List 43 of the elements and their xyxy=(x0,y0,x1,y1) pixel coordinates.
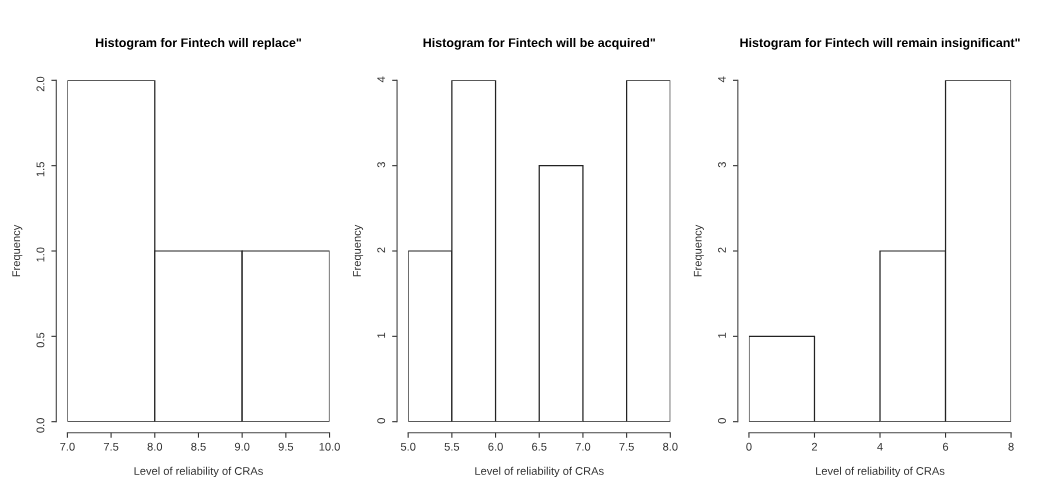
x-tick-label: 2 xyxy=(811,442,818,451)
y-axis-title: Frequency xyxy=(12,224,23,277)
x-axis-title: Level of reliability of CRAs xyxy=(475,466,604,478)
x-tick-label: 4 xyxy=(877,442,883,451)
y-tick-label: 1.5 xyxy=(36,162,45,177)
x-tick-label: 0 xyxy=(746,442,752,451)
x-tick-label: 6 xyxy=(943,442,949,451)
x-axis-title: Level of reliability of CRAs xyxy=(816,466,945,478)
y-tick-label: 1 xyxy=(718,332,726,338)
x-tick-label: 6.0 xyxy=(488,442,503,451)
y-tick-label: 0 xyxy=(718,418,726,424)
chart-title: Histogram for Fintech will remain insignificant" xyxy=(740,37,1020,50)
y-tick-label: 1 xyxy=(377,332,386,338)
x-tick-label: 5.0 xyxy=(400,442,416,451)
chart-title: Histogram for Fintech will replace" xyxy=(95,37,301,50)
x-tick-label: 8 xyxy=(1008,442,1014,451)
x-tick-label: 5.5 xyxy=(444,442,460,451)
x-tick-label: 8.0 xyxy=(147,442,163,451)
x-tick-label: 10.0 xyxy=(319,442,340,451)
y-axis-title: Frequency xyxy=(693,224,704,277)
y-tick-label: 1.0 xyxy=(36,247,45,262)
y-tick-label: 4 xyxy=(377,76,386,83)
x-tick-label: 7.5 xyxy=(103,442,119,451)
x-tick-label: 6.5 xyxy=(532,442,547,451)
x-axis-title: Level of reliability of CRAs xyxy=(134,466,263,478)
y-tick-label: 3 xyxy=(718,162,726,168)
x-tick-label: 8.0 xyxy=(663,442,678,451)
y-tick-label: 0.0 xyxy=(36,418,45,433)
y-tick-label: 2 xyxy=(718,247,726,253)
x-tick-label: 7.5 xyxy=(619,442,634,451)
x-tick-label: 9.5 xyxy=(278,442,294,451)
y-tick-label: 2.0 xyxy=(36,76,45,92)
x-tick-label: 9.0 xyxy=(234,442,250,451)
y-tick-label: 2 xyxy=(377,247,386,253)
chart-title: Histogram for Fintech will be acquired" xyxy=(423,37,655,50)
x-tick-label: 7.0 xyxy=(60,442,75,451)
y-tick-label: 0 xyxy=(377,418,386,424)
y-axis-title: Frequency xyxy=(353,224,364,277)
x-tick-label: 7.0 xyxy=(575,442,591,451)
y-tick-label: 4 xyxy=(718,76,726,83)
y-tick-label: 0.5 xyxy=(36,332,45,348)
y-tick-label: 3 xyxy=(377,162,386,168)
x-tick-label: 8.5 xyxy=(191,442,206,451)
